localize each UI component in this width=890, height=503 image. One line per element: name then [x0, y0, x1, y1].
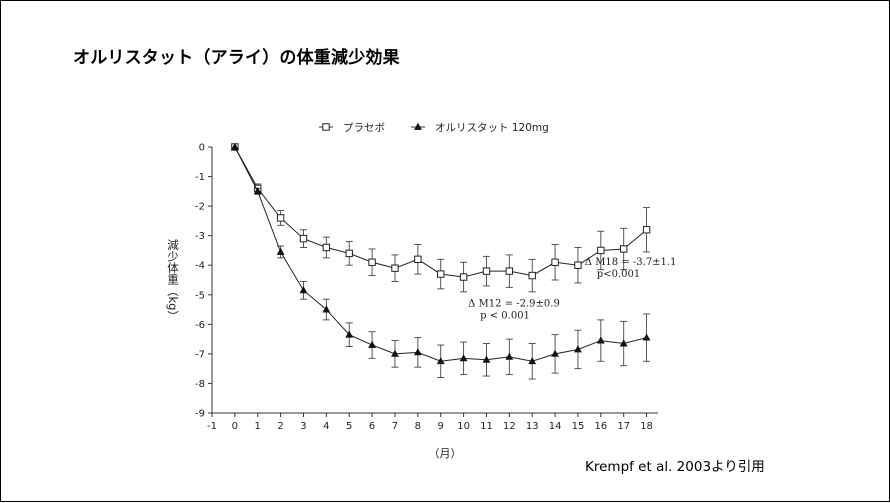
data-point: [528, 357, 537, 365]
data-point: [551, 258, 559, 266]
data-point: [230, 142, 239, 150]
x-tick-label: 16: [594, 421, 607, 432]
x-tick-label: 15: [572, 421, 585, 432]
data-point: [253, 187, 262, 195]
y-axis-label-text: 減少体重（kg）: [166, 238, 180, 322]
y-tick-label: -2: [195, 202, 205, 213]
data-point: [619, 339, 628, 347]
data-point: [391, 349, 399, 357]
data-point: [345, 249, 353, 258]
citation: Krempf et al. 2003より引用: [585, 459, 765, 475]
y-tick-label: -9: [195, 409, 205, 420]
data-point: [597, 246, 605, 255]
x-axis-label: （月）: [429, 447, 462, 460]
data-point: [642, 333, 651, 341]
data-point: [505, 267, 514, 275]
data-point: [345, 330, 354, 338]
annotation-line: Δ M12 = -2.9±0.9: [468, 299, 560, 310]
x-tick-label: 9: [438, 421, 444, 432]
x-tick-label: 0: [232, 421, 238, 432]
legend-item: オルリスタット 120mg: [411, 122, 549, 134]
annotation: Δ M12 = -2.9±0.9p < 0.001: [468, 299, 560, 322]
x-tick-label: 4: [323, 421, 329, 432]
x-tick-label: 3: [300, 421, 306, 432]
annotation-line: Δ M18 = -3.7±1.1: [585, 257, 677, 268]
data-point: [642, 226, 651, 234]
series-line: [234, 146, 647, 362]
slide-title: オルリスタット（アライ）の体重減少効果: [73, 48, 400, 68]
y-tick-label: -4: [195, 261, 205, 272]
data-point: [368, 258, 376, 266]
chart-legend: プラセボ オルリスタット 120mg: [319, 122, 549, 134]
y-tick-label: -8: [195, 379, 205, 390]
data-point: [276, 214, 285, 222]
y-tick-label: -7: [195, 349, 205, 360]
data-point: [414, 255, 422, 264]
annotation-line: p < 0.001: [480, 311, 530, 322]
x-tick-label: 17: [617, 421, 630, 432]
series-placebo: [231, 143, 651, 293]
data-point: [482, 267, 491, 275]
x-tick-label: 1: [255, 421, 261, 432]
data-point: [322, 243, 331, 252]
x-tick-label: 6: [369, 421, 375, 432]
y-tick-label: -1: [195, 172, 205, 183]
x-tick-label: 18: [640, 421, 653, 432]
legend-label: プラセボ: [343, 122, 385, 134]
data-point: [437, 270, 445, 278]
x-tick-label: 7: [392, 421, 398, 432]
annotation-line: p<0.001: [597, 269, 640, 280]
data-point: [391, 264, 399, 272]
data-point: [368, 340, 377, 348]
annotation: Δ M18 = -3.7±1.1p<0.001: [585, 257, 677, 280]
data-point: [574, 345, 582, 353]
y-tick-label: -3: [195, 231, 205, 242]
data-point: [596, 336, 605, 344]
data-point: [505, 352, 514, 360]
data-point: [619, 245, 628, 253]
legend-marker: [322, 123, 330, 131]
data-point: [574, 261, 582, 269]
x-tick-label: 2: [277, 421, 283, 432]
legend-item: プラセボ: [319, 122, 385, 134]
legend-marker: [414, 122, 422, 130]
data-point: [299, 286, 308, 294]
data-point: [436, 357, 445, 365]
legend-label: オルリスタット 120mg: [435, 122, 549, 134]
data-point: [459, 273, 468, 281]
data-point: [276, 247, 285, 255]
x-tick-label: 11: [480, 421, 493, 432]
x-tick-label: 10: [457, 421, 470, 432]
x-tick-label: 14: [549, 421, 562, 432]
x-tick-label: -1: [207, 421, 217, 432]
data-point: [459, 354, 468, 362]
x-tick-label: 13: [526, 421, 539, 432]
data-point: [413, 348, 422, 356]
data-point: [551, 349, 559, 357]
data-point: [528, 271, 536, 280]
data-point: [482, 355, 491, 363]
chart-series: [230, 142, 651, 380]
data-point: [322, 305, 331, 313]
y-axis-label: 減少体重（kg）: [166, 238, 180, 322]
y-tick-label: -6: [195, 320, 205, 331]
series-orlistat: [230, 142, 651, 380]
chart-axes: 0-1-2-3-4-5-6-7-8-9-1 0 1 2 3 4 5 6 7 8 9 10 11 12 13 1…: [195, 143, 658, 432]
x-tick-label: 5: [346, 421, 352, 432]
data-point: [299, 234, 308, 243]
y-tick-label: 0: [199, 143, 205, 154]
y-tick-label: -5: [195, 290, 205, 301]
x-tick-label: 8: [415, 421, 421, 432]
x-tick-label: 12: [503, 421, 516, 432]
